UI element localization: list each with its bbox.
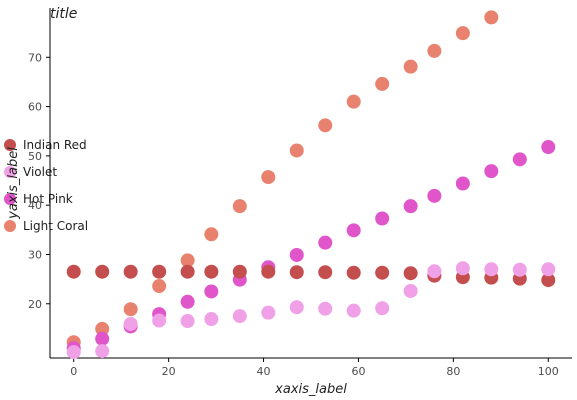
y-tick-label: 40 — [28, 199, 42, 212]
legend-marker — [4, 220, 16, 232]
point-light-coral — [95, 321, 110, 336]
point-light-coral — [427, 43, 442, 58]
legend-marker — [4, 139, 16, 151]
point-violet — [289, 300, 304, 315]
point-indian-red — [289, 265, 304, 280]
y-tick-label: 30 — [28, 248, 42, 261]
point-indian-red — [123, 264, 138, 279]
legend-label: Violet — [23, 165, 57, 179]
legend-label: Indian Red — [23, 138, 87, 152]
point-violet — [152, 313, 167, 328]
point-violet — [261, 305, 276, 320]
x-axis-title: xaxis_label — [274, 382, 347, 397]
point-light-coral — [232, 199, 247, 214]
x-tick-label: 100 — [538, 365, 559, 378]
point-indian-red — [261, 264, 276, 279]
point-indian-red — [180, 264, 195, 279]
point-light-coral — [204, 227, 219, 242]
point-hot-pink — [512, 152, 527, 167]
legend-item-violet: Violet — [4, 165, 57, 179]
point-violet — [180, 314, 195, 329]
y-tick-label: 50 — [28, 150, 42, 163]
point-violet — [204, 312, 219, 327]
point-light-coral — [403, 59, 418, 74]
point-indian-red — [66, 264, 81, 279]
point-violet — [232, 309, 247, 324]
point-hot-pink — [375, 211, 390, 226]
x-tick-label: 80 — [446, 365, 460, 378]
point-light-coral — [346, 94, 361, 109]
legend-label: Hot Pink — [23, 192, 73, 206]
point-hot-pink — [318, 235, 333, 250]
point-violet — [427, 264, 442, 279]
series-hot-pink — [66, 140, 556, 356]
point-hot-pink — [289, 247, 304, 262]
point-indian-red — [403, 266, 418, 281]
point-light-coral — [180, 253, 195, 268]
point-violet — [541, 262, 556, 277]
point-hot-pink — [541, 140, 556, 155]
point-hot-pink — [403, 199, 418, 214]
point-violet — [66, 345, 81, 360]
legend-label: Light Coral — [23, 219, 88, 233]
point-light-coral — [152, 279, 167, 294]
point-violet — [455, 261, 470, 276]
point-violet — [403, 283, 418, 298]
point-indian-red — [204, 264, 219, 279]
y-tick-label: 70 — [28, 51, 42, 64]
point-violet — [318, 301, 333, 316]
legend-item-light-coral: Light Coral — [4, 219, 88, 233]
point-hot-pink — [204, 284, 219, 299]
point-indian-red — [152, 264, 167, 279]
point-violet — [95, 344, 110, 359]
point-indian-red — [318, 265, 333, 280]
point-light-coral — [318, 118, 333, 133]
data-points — [66, 10, 556, 360]
point-hot-pink — [180, 294, 195, 309]
point-light-coral — [261, 170, 276, 185]
series-indian-red — [66, 264, 556, 288]
point-hot-pink — [455, 176, 470, 191]
point-indian-red — [375, 265, 390, 280]
y-tick-label: 60 — [28, 101, 42, 114]
point-violet — [123, 316, 138, 331]
point-violet — [484, 262, 499, 277]
point-violet — [512, 262, 527, 277]
point-indian-red — [95, 264, 110, 279]
legend-marker — [4, 193, 16, 205]
x-tick-label: 0 — [70, 365, 77, 378]
series-violet — [66, 261, 556, 360]
point-light-coral — [484, 10, 499, 25]
x-tick-label: 60 — [351, 365, 365, 378]
point-indian-red — [232, 264, 247, 279]
point-hot-pink — [427, 188, 442, 203]
point-light-coral — [455, 26, 470, 41]
x-tick-label: 40 — [257, 365, 271, 378]
point-hot-pink — [484, 164, 499, 179]
point-hot-pink — [95, 331, 110, 346]
point-light-coral — [375, 76, 390, 91]
y-axis-ticks: 20 30 40 50 60 70 — [28, 51, 50, 311]
legend-item-hot-pink: Hot Pink — [4, 192, 73, 206]
point-indian-red — [346, 265, 361, 280]
point-hot-pink — [346, 223, 361, 238]
point-light-coral — [289, 143, 304, 158]
legend: Indian Red Violet Hot Pink Light Coral — [4, 138, 88, 233]
y-tick-label: 20 — [28, 298, 42, 311]
chart-title: title — [50, 6, 77, 22]
point-violet — [375, 301, 390, 316]
point-light-coral — [123, 302, 138, 317]
series-light-coral — [66, 10, 499, 350]
x-axis-ticks: 0 20 40 60 80 100 — [70, 358, 559, 378]
point-violet — [346, 303, 361, 318]
legend-item-indian-red: Indian Red — [4, 138, 87, 152]
legend-marker — [4, 166, 16, 178]
y-axis-title: yaxis_label — [6, 147, 21, 220]
plot-area: 20 30 40 50 60 70 0 20 40 60 80 100 — [28, 8, 572, 378]
point-indian-red — [541, 273, 556, 288]
x-tick-label: 20 — [162, 365, 176, 378]
